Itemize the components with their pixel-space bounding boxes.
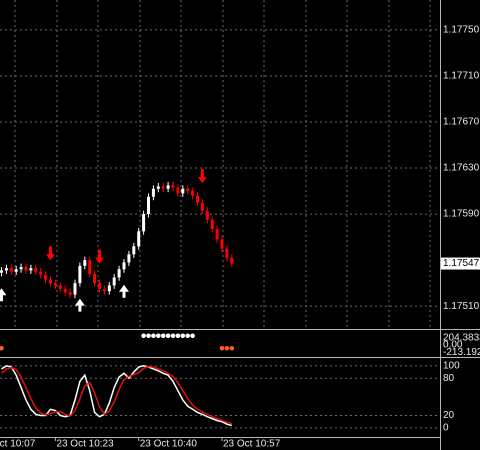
candle-body <box>44 275 48 280</box>
candle-body <box>34 268 38 272</box>
y-tick-label: 1.17750 <box>443 25 480 36</box>
buy-arrow <box>74 298 85 312</box>
indicator-dot <box>180 333 186 339</box>
candle-body <box>200 202 204 211</box>
y-tick-label: 80 <box>443 373 455 384</box>
candle-body <box>186 188 190 192</box>
candle-body <box>83 260 87 266</box>
candle-body <box>196 195 199 203</box>
candle-body <box>78 265 82 284</box>
candle-body <box>14 269 18 272</box>
candle-body <box>29 268 33 271</box>
sell-arrow <box>46 246 55 261</box>
x-tick-label: 23 Oct 10:40 <box>140 439 198 450</box>
y-tick-label: 204.3833 <box>443 332 480 343</box>
indicator-dot <box>156 333 161 339</box>
indicator-dot <box>175 333 181 339</box>
y-tick-label: 1.17510 <box>443 301 480 312</box>
indicator-dot <box>160 333 166 339</box>
candle-body <box>93 273 97 284</box>
candle-body <box>4 268 8 271</box>
oscillator-line <box>1 365 232 427</box>
candle-body <box>53 283 57 286</box>
candle-body <box>166 185 170 189</box>
sell-arrow <box>197 169 207 184</box>
candle-body <box>63 288 67 293</box>
candle-body <box>19 267 23 270</box>
candle-body <box>225 248 229 258</box>
candle-body <box>98 283 101 289</box>
candle-body <box>39 271 43 276</box>
candle-body <box>151 188 155 197</box>
candle-body <box>205 210 209 220</box>
indicator-dot <box>185 333 190 339</box>
indicator-dot <box>141 333 146 339</box>
candle-body <box>220 239 224 249</box>
candle-body <box>73 283 77 295</box>
candle-body <box>181 188 185 194</box>
candle-body <box>117 269 121 278</box>
indicator-dot <box>190 333 195 339</box>
candle-body <box>171 185 175 188</box>
y-tick-label: 1.17710 <box>443 71 480 82</box>
indicator-dot <box>0 345 4 351</box>
y-tick-label: 1.17630 <box>443 163 480 174</box>
y-tick-label: 1.17590 <box>443 209 480 220</box>
indicator-dot <box>165 333 171 339</box>
candle-body <box>127 254 131 263</box>
indicator-dot <box>146 333 151 339</box>
y-tick-label: 0 <box>443 423 449 434</box>
candle-body <box>24 267 28 271</box>
candle-body <box>176 187 180 194</box>
x-tick-label: 23 Oct 10:07 <box>0 439 36 450</box>
indicator-dot <box>219 345 225 351</box>
candle-body <box>142 214 146 232</box>
candle-body <box>156 186 160 189</box>
candle-body <box>147 196 150 215</box>
x-tick-label: 23 Oct 10:23 <box>56 439 114 450</box>
current-price-label: 1.17547 <box>443 258 480 269</box>
candle-body <box>9 268 13 272</box>
candle-body <box>210 219 214 230</box>
oscillator-line <box>1 365 232 425</box>
y-tick-label: 1.17670 <box>443 117 480 128</box>
candle-body <box>112 277 116 286</box>
sell-arrow <box>95 249 104 264</box>
y-tick-label: 0.00 <box>443 339 463 350</box>
candle-body <box>161 186 165 189</box>
candle-body <box>49 279 52 284</box>
candle-body <box>107 285 111 292</box>
y-tick-label: 20 <box>443 410 455 421</box>
candle-body <box>58 285 62 289</box>
candle-body <box>215 229 219 240</box>
x-tick-label: 23 Oct 10:57 <box>223 439 281 450</box>
indicator-dot <box>170 333 176 339</box>
candle-body <box>230 257 234 264</box>
current-price-box <box>441 257 480 270</box>
candle-body <box>132 246 136 255</box>
candle-body <box>88 260 92 274</box>
y-tick-label: 100 <box>443 360 460 371</box>
buy-arrow <box>119 284 129 298</box>
indicator-dot <box>229 345 235 351</box>
indicator-dot <box>224 345 230 351</box>
indicator-dot <box>151 333 156 339</box>
candle-body <box>122 262 126 270</box>
candle-body <box>137 231 141 247</box>
candle-body <box>0 270 3 273</box>
y-tick-label: -213.192 <box>443 347 480 358</box>
candle-body <box>68 292 72 295</box>
buy-arrow <box>0 288 7 302</box>
candle-body <box>102 288 106 292</box>
candle-body <box>191 191 195 196</box>
